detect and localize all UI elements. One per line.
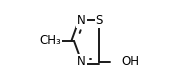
Text: N: N xyxy=(77,55,86,68)
Text: CH₃: CH₃ xyxy=(39,35,61,47)
Text: N: N xyxy=(77,14,86,27)
Text: OH: OH xyxy=(122,55,139,68)
Text: S: S xyxy=(96,14,103,27)
